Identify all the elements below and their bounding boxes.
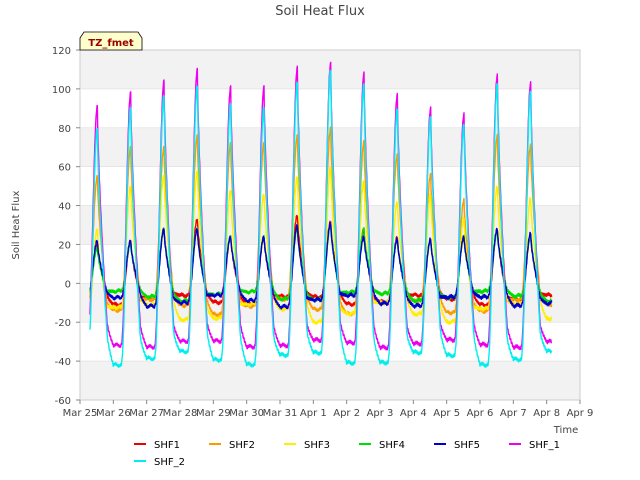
- x-tick-label: Apr 8: [533, 408, 560, 419]
- legend: SHF1 SHF2 SHF3 SHF4 SHF5 SHF_1 SHF_2: [134, 440, 560, 468]
- y-tick-label: 120: [52, 46, 71, 57]
- x-axis-label: Time: [553, 425, 578, 436]
- series-line-shf5: [89, 222, 553, 310]
- x-tick-label: Apr 9: [567, 408, 594, 419]
- y-tick-label: 20: [58, 240, 71, 251]
- y-tick-label: -20: [55, 318, 71, 329]
- y-tick-label: 100: [52, 85, 71, 96]
- legend-label: SHF3: [304, 440, 330, 451]
- legend-label: SHF5: [454, 440, 480, 451]
- x-tick-label: Apr 2: [333, 408, 360, 419]
- annotation-box: [79, 31, 143, 51]
- legend-label: SHF_1: [529, 440, 560, 451]
- annotation-label: TZ_fmet: [88, 38, 134, 49]
- y-tick-label: 40: [58, 202, 71, 213]
- y-axis-label: Soil Heat Flux: [11, 190, 22, 259]
- x-tick-label: Apr 7: [500, 408, 527, 419]
- legend-label: SHF1: [154, 440, 180, 451]
- legend-label: SHF_2: [154, 457, 185, 468]
- x-tick-label: Mar 27: [129, 408, 164, 419]
- x-tick-label: Apr 5: [433, 408, 460, 419]
- series-line-shf3: [89, 166, 553, 325]
- chart-title: Soil Heat Flux: [275, 4, 365, 19]
- y-tick-label: 60: [58, 163, 71, 174]
- x-tick-label: Mar 25: [63, 408, 98, 419]
- x-tick-label: Apr 3: [367, 408, 394, 419]
- x-tick-label: Mar 31: [263, 408, 298, 419]
- grid-band: [80, 283, 580, 323]
- x-tick-label: Mar 28: [163, 408, 198, 419]
- x-tick-label: Mar 26: [96, 408, 131, 419]
- series-line-shf-2: [89, 69, 553, 368]
- legend-label: SHF4: [379, 440, 405, 451]
- y-tick-label: 0: [65, 279, 71, 290]
- y-axis-ticks: -60 -40 -20 0 20 40 60 80 100 120: [52, 46, 80, 407]
- series-lines: [89, 61, 553, 368]
- x-tick-label: Mar 29: [196, 408, 231, 419]
- legend-label: SHF2: [229, 440, 255, 451]
- y-tick-label: -40: [55, 357, 71, 368]
- x-tick-label: Mar 30: [229, 408, 264, 419]
- plot-frame: [79, 49, 581, 401]
- x-tick-label: Apr 4: [400, 408, 427, 419]
- y-tick-label: 80: [58, 124, 71, 135]
- grid-band: [80, 361, 580, 400]
- tz-fmet-annotation: TZ_fmet: [79, 31, 143, 51]
- x-tick-label: Apr 1: [300, 408, 327, 419]
- y-tick-label: -60: [55, 396, 71, 407]
- x-tick-label: Apr 6: [467, 408, 494, 419]
